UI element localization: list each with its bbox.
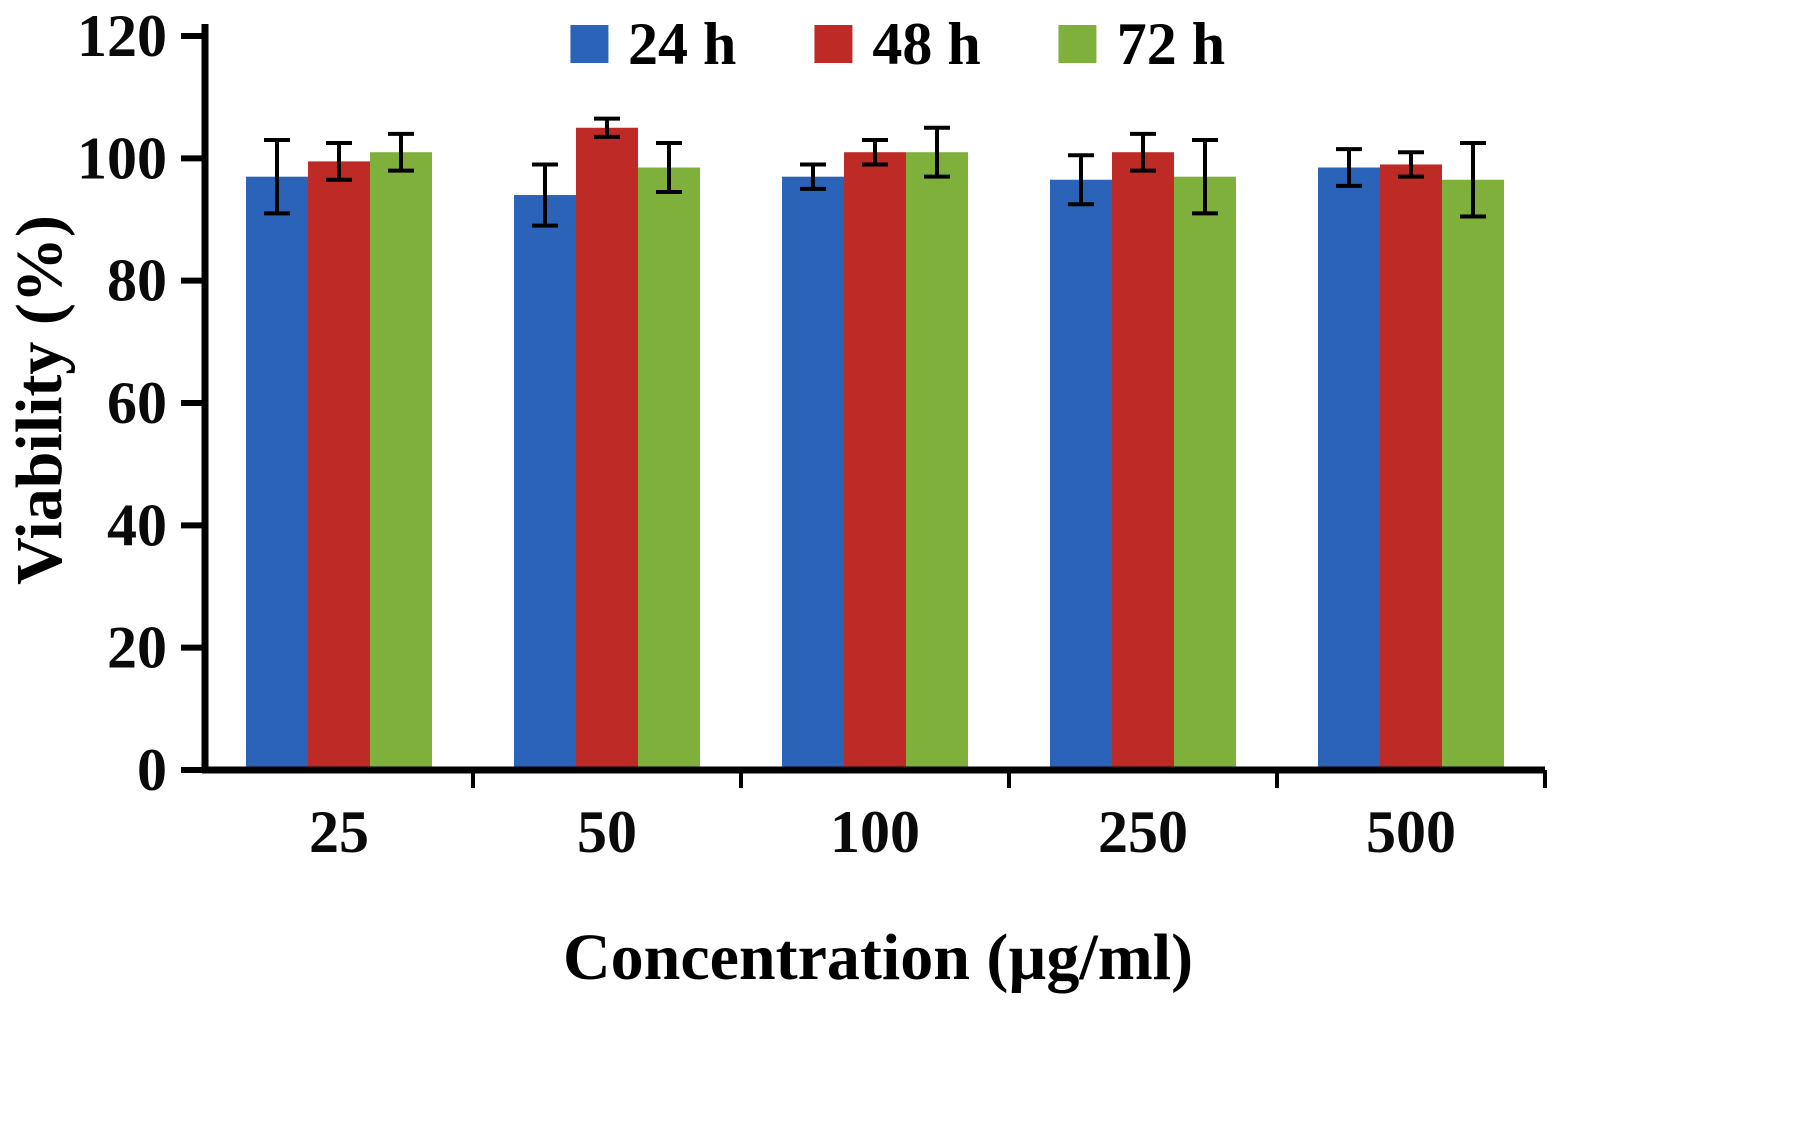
y-tick-label: 100 (77, 125, 167, 191)
bar-72h-50 (638, 167, 700, 771)
bar-24h-50 (514, 195, 576, 771)
legend-item-72-h: 72 h (1058, 11, 1226, 77)
legend-swatch (569, 25, 608, 63)
bar-24h-250 (1050, 179, 1112, 770)
bar-48h-250 (1112, 152, 1174, 770)
x-category-label: 250 (1098, 799, 1188, 865)
bar-72h-100 (906, 152, 968, 770)
chart-legend: 24 h 48 h 72 h (569, 11, 1226, 77)
y-tick-label: 0 (137, 737, 167, 803)
legend-swatch (1058, 25, 1097, 63)
bar-48h-25 (308, 161, 370, 770)
x-category-label: 100 (830, 799, 920, 865)
legend-label: 24 h (627, 11, 737, 77)
y-axis-title: Viability (%) (3, 215, 76, 585)
legend-label: 48 h (872, 11, 981, 77)
x-axis-title: Concentration (µg/ml) (562, 921, 1194, 994)
bar-48h-50 (576, 127, 638, 770)
x-category-label: 50 (577, 799, 637, 865)
bar-48h-500 (1380, 164, 1442, 770)
x-category-label: 25 (309, 799, 369, 865)
bar-24h-25 (246, 176, 308, 770)
legend-swatch (814, 25, 853, 63)
bar-48h-100 (844, 152, 906, 770)
legend-item-24-h: 24 h (569, 11, 737, 77)
bar-72h-25 (370, 152, 432, 770)
bar-72h-250 (1174, 176, 1236, 770)
bar-72h-500 (1442, 179, 1504, 770)
bar-24h-500 (1318, 167, 1380, 771)
legend-label: 72 h (1116, 11, 1226, 77)
x-category-label: 500 (1366, 799, 1456, 865)
legend-item-48-h: 48 h (814, 11, 981, 77)
y-tick-label: 60 (107, 370, 167, 436)
y-tick-label: 20 (107, 615, 167, 681)
y-tick-label: 40 (107, 492, 167, 558)
bar-24h-100 (782, 176, 844, 770)
y-tick-label: 80 (107, 248, 167, 314)
y-tick-label: 120 (77, 3, 167, 69)
